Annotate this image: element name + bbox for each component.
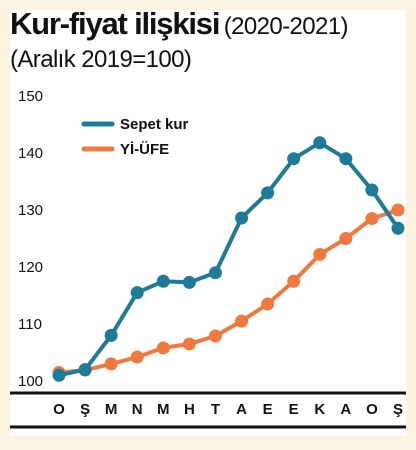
x-tick-label: E (263, 401, 273, 418)
x-tick-label: K (314, 401, 325, 418)
legend-label-yi-ufe: Yİ-ÜFE (120, 141, 169, 158)
data-point (313, 247, 327, 261)
x-tick-label: H (184, 401, 195, 418)
x-tick-label: M (157, 401, 170, 418)
data-point (130, 286, 144, 300)
y-tick-label: 150 (18, 88, 43, 105)
series-layer (52, 136, 405, 382)
data-point (261, 297, 275, 311)
y-axis-ticks: 150 140 130 120 110 100 (18, 88, 43, 390)
data-point (208, 266, 222, 280)
y-tick-label: 130 (18, 202, 43, 219)
series-yi-ufe (52, 203, 405, 379)
x-tick-label: A (236, 401, 247, 418)
data-point (287, 274, 301, 288)
y-tick-label: 140 (18, 145, 43, 162)
data-point (104, 328, 118, 342)
chart-subtitle: (Aralık 2019=100) (10, 46, 192, 73)
chart-title: Kur-fiyat ilişkisi (2020-2021) (10, 6, 348, 42)
data-point (208, 329, 222, 343)
data-point (156, 274, 170, 288)
x-tick-label: Ş (80, 401, 90, 418)
x-tick-label: E (289, 401, 299, 418)
chart-title-main: Kur-fiyat ilişkisi (10, 6, 220, 41)
x-tick-label: N (132, 401, 143, 418)
data-point (339, 152, 353, 166)
data-point (235, 211, 249, 225)
data-point (182, 275, 196, 289)
data-point (156, 341, 170, 355)
x-tick-label: T (211, 401, 220, 418)
data-point (391, 203, 405, 217)
x-tick-label: O (366, 401, 378, 418)
legend-label-sepet-kur: Sepet kur (120, 116, 189, 133)
data-point (339, 232, 353, 245)
data-point (313, 136, 327, 150)
chart-title-years: (2020-2021) (223, 13, 349, 40)
legend: Sepet kur Yİ-ÜFE (81, 116, 189, 158)
data-point (365, 212, 379, 226)
data-point (287, 152, 301, 166)
x-tick-label: A (340, 401, 351, 418)
data-point (52, 368, 66, 382)
y-tick-label: 110 (18, 316, 42, 333)
data-point (365, 183, 379, 197)
y-tick-label: 120 (18, 259, 43, 276)
data-point (130, 350, 144, 364)
data-point (78, 363, 92, 377)
data-point (104, 357, 118, 371)
x-tick-label: Ş (393, 401, 403, 418)
x-tick-label: O (53, 401, 65, 418)
data-point (261, 186, 275, 200)
data-point (235, 314, 249, 328)
x-tick-label: M (105, 401, 118, 418)
data-point (182, 337, 196, 351)
y-tick-label: 100 (18, 373, 43, 390)
series-sepet-kur (52, 136, 405, 382)
chart-card (10, 10, 406, 436)
data-point (391, 221, 405, 235)
